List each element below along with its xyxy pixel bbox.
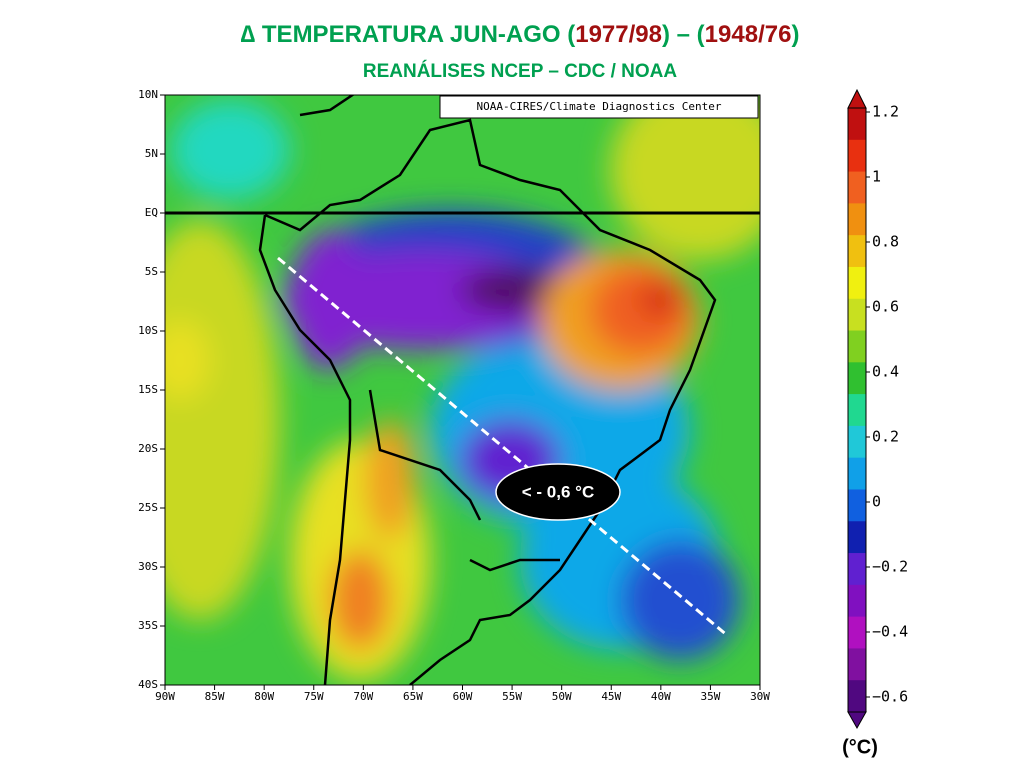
colorbar-segment xyxy=(848,616,866,649)
colorbar-segment xyxy=(848,394,866,427)
lat-label: 20S xyxy=(138,442,158,455)
lat-label: 35S xyxy=(138,619,158,632)
colorbar-segment xyxy=(848,489,866,522)
title-part: 1948/76 xyxy=(705,21,792,48)
lon-label: 30W xyxy=(750,690,770,703)
colorbar-segment xyxy=(848,298,866,332)
colorbar-label: 1.2 xyxy=(872,103,899,121)
colorbar-segment xyxy=(848,680,866,713)
annotation: < - 0,6 °C xyxy=(522,482,594,501)
lat-label: 40S xyxy=(138,678,158,691)
colorbar-segment xyxy=(848,330,866,363)
colorbar-segment xyxy=(848,521,866,554)
lat-label: 25S xyxy=(138,501,158,514)
map-credit: NOAA-CIRES/Climate Diagnostics Center xyxy=(476,100,721,113)
colorbar-label: 0.2 xyxy=(872,428,899,446)
lat-label: 10N xyxy=(138,88,158,101)
lon-label: 75W xyxy=(304,690,324,703)
lon-label: 40W xyxy=(651,690,671,703)
credit-box xyxy=(439,95,759,119)
lat-label: 5S xyxy=(145,265,158,278)
lon-label: 45W xyxy=(601,690,621,703)
lon-label: 65W xyxy=(403,690,423,703)
colorbar-label: −0.6 xyxy=(872,688,908,706)
colorbar-label: 0.4 xyxy=(872,363,899,381)
colorbar-arrow-bottom xyxy=(847,711,867,730)
title-part: ) – ( xyxy=(662,21,705,48)
map-field xyxy=(165,95,760,685)
colorbar-segment xyxy=(848,139,866,173)
lon-label: 85W xyxy=(205,690,225,703)
colorbar-segment xyxy=(848,266,866,300)
colorbar-label: −0.2 xyxy=(872,558,908,576)
lon-label: 35W xyxy=(700,690,720,703)
lon-label: 90W xyxy=(155,690,175,703)
unit-label: (°C) xyxy=(842,736,878,758)
colorbar-segment xyxy=(848,235,866,268)
lon-label: 80W xyxy=(254,690,274,703)
title: ∆ TEMPERATURA JUN-AGO (1977/98) – (1948/… xyxy=(241,21,800,48)
lat-label: 30S xyxy=(138,560,158,573)
colorbar-arrow-top xyxy=(847,88,867,109)
annotation-bubble xyxy=(495,463,621,521)
colorbar-segment xyxy=(848,171,866,204)
colorbar-segment xyxy=(848,457,866,490)
colorbar-label: 0.6 xyxy=(872,298,899,316)
lat-label: EQ xyxy=(145,206,158,219)
colorbar-label: 1 xyxy=(872,168,881,186)
title-part: ) xyxy=(791,21,799,48)
colorbar-segment xyxy=(848,108,866,141)
colorbar-segment xyxy=(848,648,866,681)
lon-label: 50W xyxy=(552,690,572,703)
lat-label: 5N xyxy=(145,147,158,160)
colorbar-segment xyxy=(848,553,866,586)
title-part: 1977/98 xyxy=(575,21,662,48)
colorbar-segment xyxy=(848,203,866,236)
colorbar-segment xyxy=(848,584,866,618)
colorbar-segment xyxy=(848,425,866,459)
title-part: ∆ TEMPERATURA JUN-AGO ( xyxy=(241,21,576,48)
lon-label: 70W xyxy=(353,690,373,703)
colorbar-segment xyxy=(848,362,866,395)
colorbar-label: 0 xyxy=(872,493,881,511)
lon-label: 55W xyxy=(502,690,522,703)
lon-label: 60W xyxy=(453,690,473,703)
colorbar-frame xyxy=(847,107,867,713)
colorbar-label: 0.8 xyxy=(872,233,899,251)
lat-label: 15S xyxy=(138,383,158,396)
colorbar-label: −0.4 xyxy=(872,623,908,641)
lat-label: 10S xyxy=(138,324,158,337)
subtitle: REANÁLISES NCEP – CDC / NOAA xyxy=(363,60,678,82)
